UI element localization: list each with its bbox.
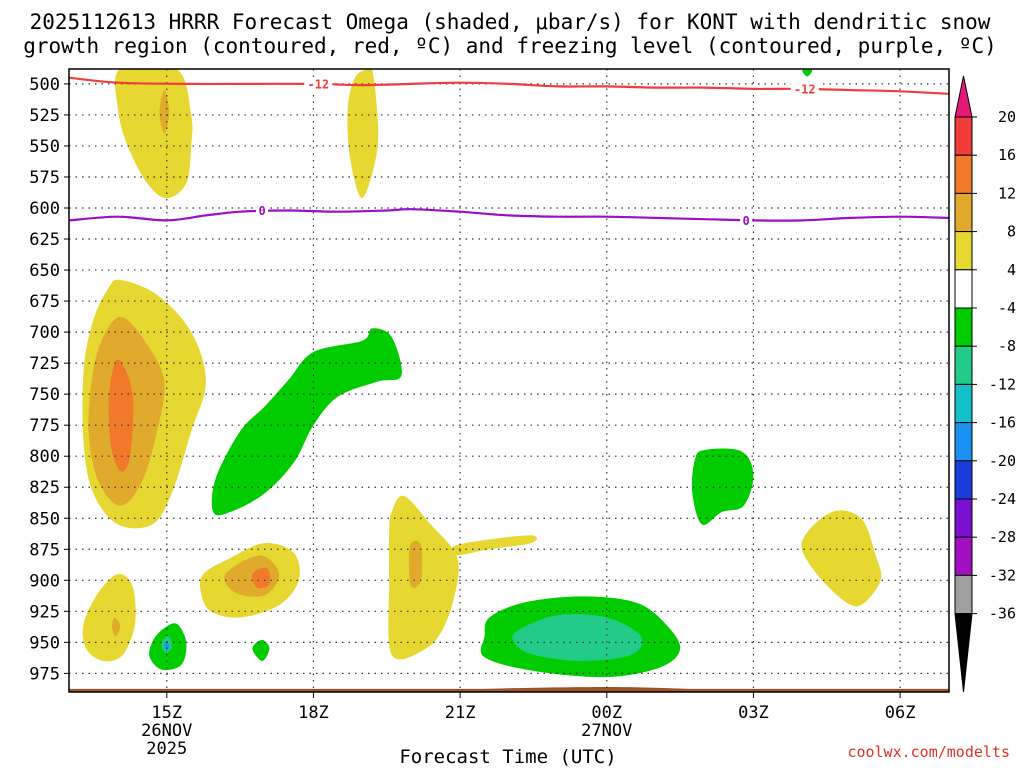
colorbar-label: -24 <box>989 490 1016 508</box>
freezing-level-label-bg <box>740 213 753 228</box>
colorbar-bottom-arrow <box>954 613 973 693</box>
y-tick-label: 925 <box>29 602 60 622</box>
y-tick-label: 975 <box>29 664 60 684</box>
chart-title-line1: 2025112613 HRRR Forecast Omega (shaded, … <box>30 10 991 34</box>
colorbar-label: -32 <box>989 566 1016 584</box>
x-tick-label: 18Z <box>298 703 329 723</box>
dgz-minus12-label-bg <box>790 81 819 96</box>
omega-left-big-12 <box>108 359 134 472</box>
omega-right-green <box>691 448 754 525</box>
y-tick-label: 950 <box>29 633 60 653</box>
colorbar-swatch <box>954 116 973 156</box>
omega-top-mid-4 <box>347 69 379 199</box>
omega-green-top-right <box>802 69 813 77</box>
omega-green-diag <box>211 328 402 516</box>
colorbar-label: 8 <box>1007 223 1016 241</box>
contours: -12 -12 0 0 <box>69 76 949 228</box>
dgz-minus12-label: -12 <box>794 82 816 96</box>
colorbar-label: 20 <box>998 108 1016 126</box>
x-tick-label: 21Z <box>445 703 476 723</box>
ground-strip <box>69 688 949 692</box>
y-tick-label: 500 <box>29 75 60 95</box>
colorbar-swatch <box>954 383 973 424</box>
y-tick-label: 750 <box>29 385 60 405</box>
colorbar-swatch <box>954 307 973 347</box>
y-tick-label: 675 <box>29 292 60 312</box>
omega-green-tiny <box>252 639 270 661</box>
omega-blue-small-left <box>164 642 170 652</box>
colorbar-top-arrow <box>954 75 973 118</box>
colorbar-label: -12 <box>989 375 1016 393</box>
colorbar-label: -20 <box>989 452 1016 470</box>
y-tick-label: 650 <box>29 261 60 281</box>
x-axis-title: Forecast Time (UTC) <box>399 746 616 768</box>
freezing-level-line <box>69 208 949 222</box>
freezing-level-label: 0 <box>258 204 265 218</box>
colorbar-swatch <box>954 154 973 194</box>
y-tick-label: 825 <box>29 478 60 498</box>
colorbar: 20 16 12 8 4 -4 -8 -12 -16 -20 -24 -28 -32 -36 <box>954 75 1016 693</box>
omega-mid-vert-8 <box>408 540 423 588</box>
colorbar-label: 4 <box>1007 261 1016 279</box>
colorbar-swatch <box>954 231 973 271</box>
omega-mid-vert-4 <box>388 495 459 660</box>
x-tick-year: 2025 <box>146 739 187 759</box>
x-tick-label: 15Z <box>151 703 182 723</box>
x-tick-label: 03Z <box>738 703 769 723</box>
y-tick-label: 850 <box>29 509 60 529</box>
y-tick-label: 550 <box>29 137 60 157</box>
colorbar-label: 16 <box>998 146 1016 164</box>
colorbar-label: 12 <box>998 184 1016 202</box>
y-tick-label: 800 <box>29 447 60 467</box>
x-tick-date: 26NOV <box>141 721 192 741</box>
freezing-level-label-bg <box>256 203 269 218</box>
colorbar-swatch <box>954 422 973 462</box>
credit-link[interactable]: coolwx.com/modelts <box>847 743 1010 761</box>
y-tick-label: 625 <box>29 230 60 250</box>
colorbar-label: -16 <box>989 414 1016 432</box>
x-tick-date: 27NOV <box>581 721 632 741</box>
colorbar-swatch <box>954 269 973 309</box>
y-tick-label: 775 <box>29 416 60 436</box>
colorbar-swatch <box>954 460 973 500</box>
y-tick-label: 900 <box>29 571 60 591</box>
dgz-minus12-label: -12 <box>307 77 329 91</box>
y-tick-label: 600 <box>29 199 60 219</box>
omega-top-left-8 <box>159 90 170 134</box>
x-tick-label: 06Z <box>885 703 916 723</box>
colorbar-label: -36 <box>989 605 1016 623</box>
colorbar-swatch <box>954 574 973 615</box>
y-tick-label: 875 <box>29 540 60 560</box>
colorbar-swatch <box>954 498 973 538</box>
omega-right-yellow <box>801 510 882 607</box>
colorbar-swatch <box>954 536 973 576</box>
colorbar-label: -8 <box>998 337 1016 355</box>
omega-bottom-left-8 <box>111 617 121 637</box>
omega-bottom-left-4 <box>82 573 136 662</box>
freezing-level-label: 0 <box>742 214 749 228</box>
x-tick-label: 00Z <box>591 703 622 723</box>
omega-top-left-4 <box>114 69 193 199</box>
omega-mid-lower-12 <box>251 567 271 589</box>
colorbar-swatch <box>954 345 973 385</box>
dgz-minus12-label-bg <box>304 76 333 91</box>
y-axis: 500 525 550 575 600 625 650 675 700 725 750 775 800 8… <box>29 75 69 684</box>
omega-tail-4 <box>450 535 537 556</box>
colorbar-swatch <box>954 192 973 233</box>
omega-bottom-teal <box>512 614 643 661</box>
colorbar-label: -28 <box>989 528 1016 546</box>
y-tick-label: 575 <box>29 168 60 188</box>
chart-title-line2: growth region (contoured, red, ºC) and f… <box>23 34 997 58</box>
plot-frame <box>68 68 950 693</box>
y-tick-label: 725 <box>29 354 60 374</box>
y-tick-label: 525 <box>29 106 60 126</box>
y-tick-label: 700 <box>29 323 60 343</box>
colorbar-label: -4 <box>998 299 1016 317</box>
omega-shading <box>69 69 949 692</box>
